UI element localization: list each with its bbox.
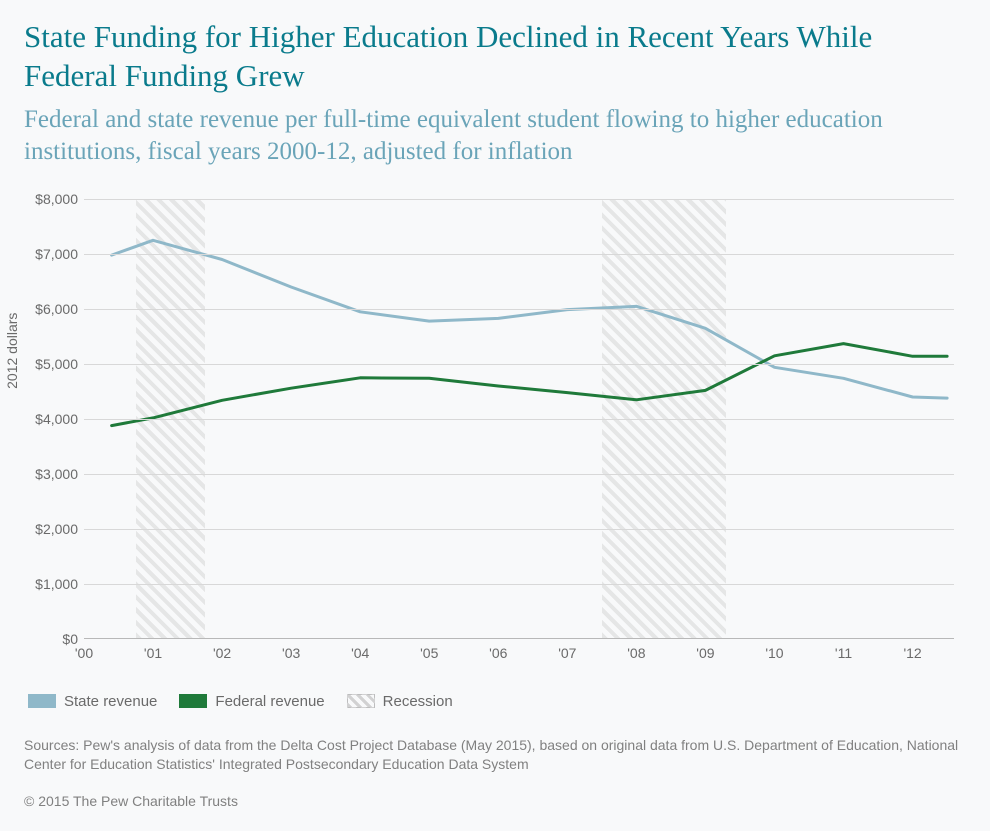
legend-item: Federal revenue bbox=[179, 693, 324, 710]
x-tick-label: '01 bbox=[144, 645, 162, 661]
legend-label: State revenue bbox=[64, 693, 157, 710]
gridline bbox=[84, 584, 954, 585]
copyright-text: © 2015 The Pew Charitable Trusts bbox=[24, 793, 966, 809]
gridline bbox=[84, 474, 954, 475]
chart-container: 2012 dollars $0$1,000$2,000$3,000$4,000$… bbox=[24, 189, 966, 679]
y-tick-label: $1,000 bbox=[18, 576, 78, 592]
y-tick-label: $0 bbox=[18, 631, 78, 647]
legend-item: State revenue bbox=[28, 693, 157, 710]
gridline bbox=[84, 419, 954, 420]
y-tick-label: $8,000 bbox=[18, 191, 78, 207]
x-tick-label: '02 bbox=[213, 645, 231, 661]
x-tick-label: '12 bbox=[903, 645, 921, 661]
x-tick-label: '07 bbox=[558, 645, 576, 661]
y-tick-label: $3,000 bbox=[18, 466, 78, 482]
legend-label: Recession bbox=[383, 693, 453, 710]
series-line bbox=[112, 343, 948, 425]
gridline bbox=[84, 309, 954, 310]
x-tick-label: '05 bbox=[420, 645, 438, 661]
legend: State revenue Federal revenue Recession bbox=[24, 693, 966, 710]
sources-text: Sources: Pew's analysis of data from the… bbox=[24, 736, 966, 775]
x-tick-label: '08 bbox=[627, 645, 645, 661]
y-tick-label: $4,000 bbox=[18, 411, 78, 427]
x-tick-label: '09 bbox=[696, 645, 714, 661]
legend-swatch-hatched bbox=[347, 694, 375, 708]
x-tick-label: '06 bbox=[489, 645, 507, 661]
series-line bbox=[112, 240, 948, 398]
gridline bbox=[84, 254, 954, 255]
y-axis-label: 2012 dollars bbox=[4, 312, 20, 388]
legend-swatch bbox=[28, 694, 56, 708]
y-tick-label: $6,000 bbox=[18, 301, 78, 317]
chart-title: State Funding for Higher Education Decli… bbox=[24, 18, 966, 96]
legend-swatch bbox=[179, 694, 207, 708]
gridline bbox=[84, 199, 954, 200]
y-tick-label: $2,000 bbox=[18, 521, 78, 537]
legend-label: Federal revenue bbox=[215, 693, 324, 710]
chart-subtitle: Federal and state revenue per full-time … bbox=[24, 104, 966, 169]
x-tick-label: '10 bbox=[765, 645, 783, 661]
gridline bbox=[84, 529, 954, 530]
legend-item: Recession bbox=[347, 693, 453, 710]
plot-area bbox=[84, 199, 954, 639]
y-tick-label: $5,000 bbox=[18, 356, 78, 372]
x-tick-label: '03 bbox=[282, 645, 300, 661]
gridline bbox=[84, 364, 954, 365]
x-tick-label: '11 bbox=[835, 645, 852, 661]
x-tick-label: '00 bbox=[75, 645, 93, 661]
x-tick-label: '04 bbox=[351, 645, 369, 661]
y-tick-label: $7,000 bbox=[18, 246, 78, 262]
